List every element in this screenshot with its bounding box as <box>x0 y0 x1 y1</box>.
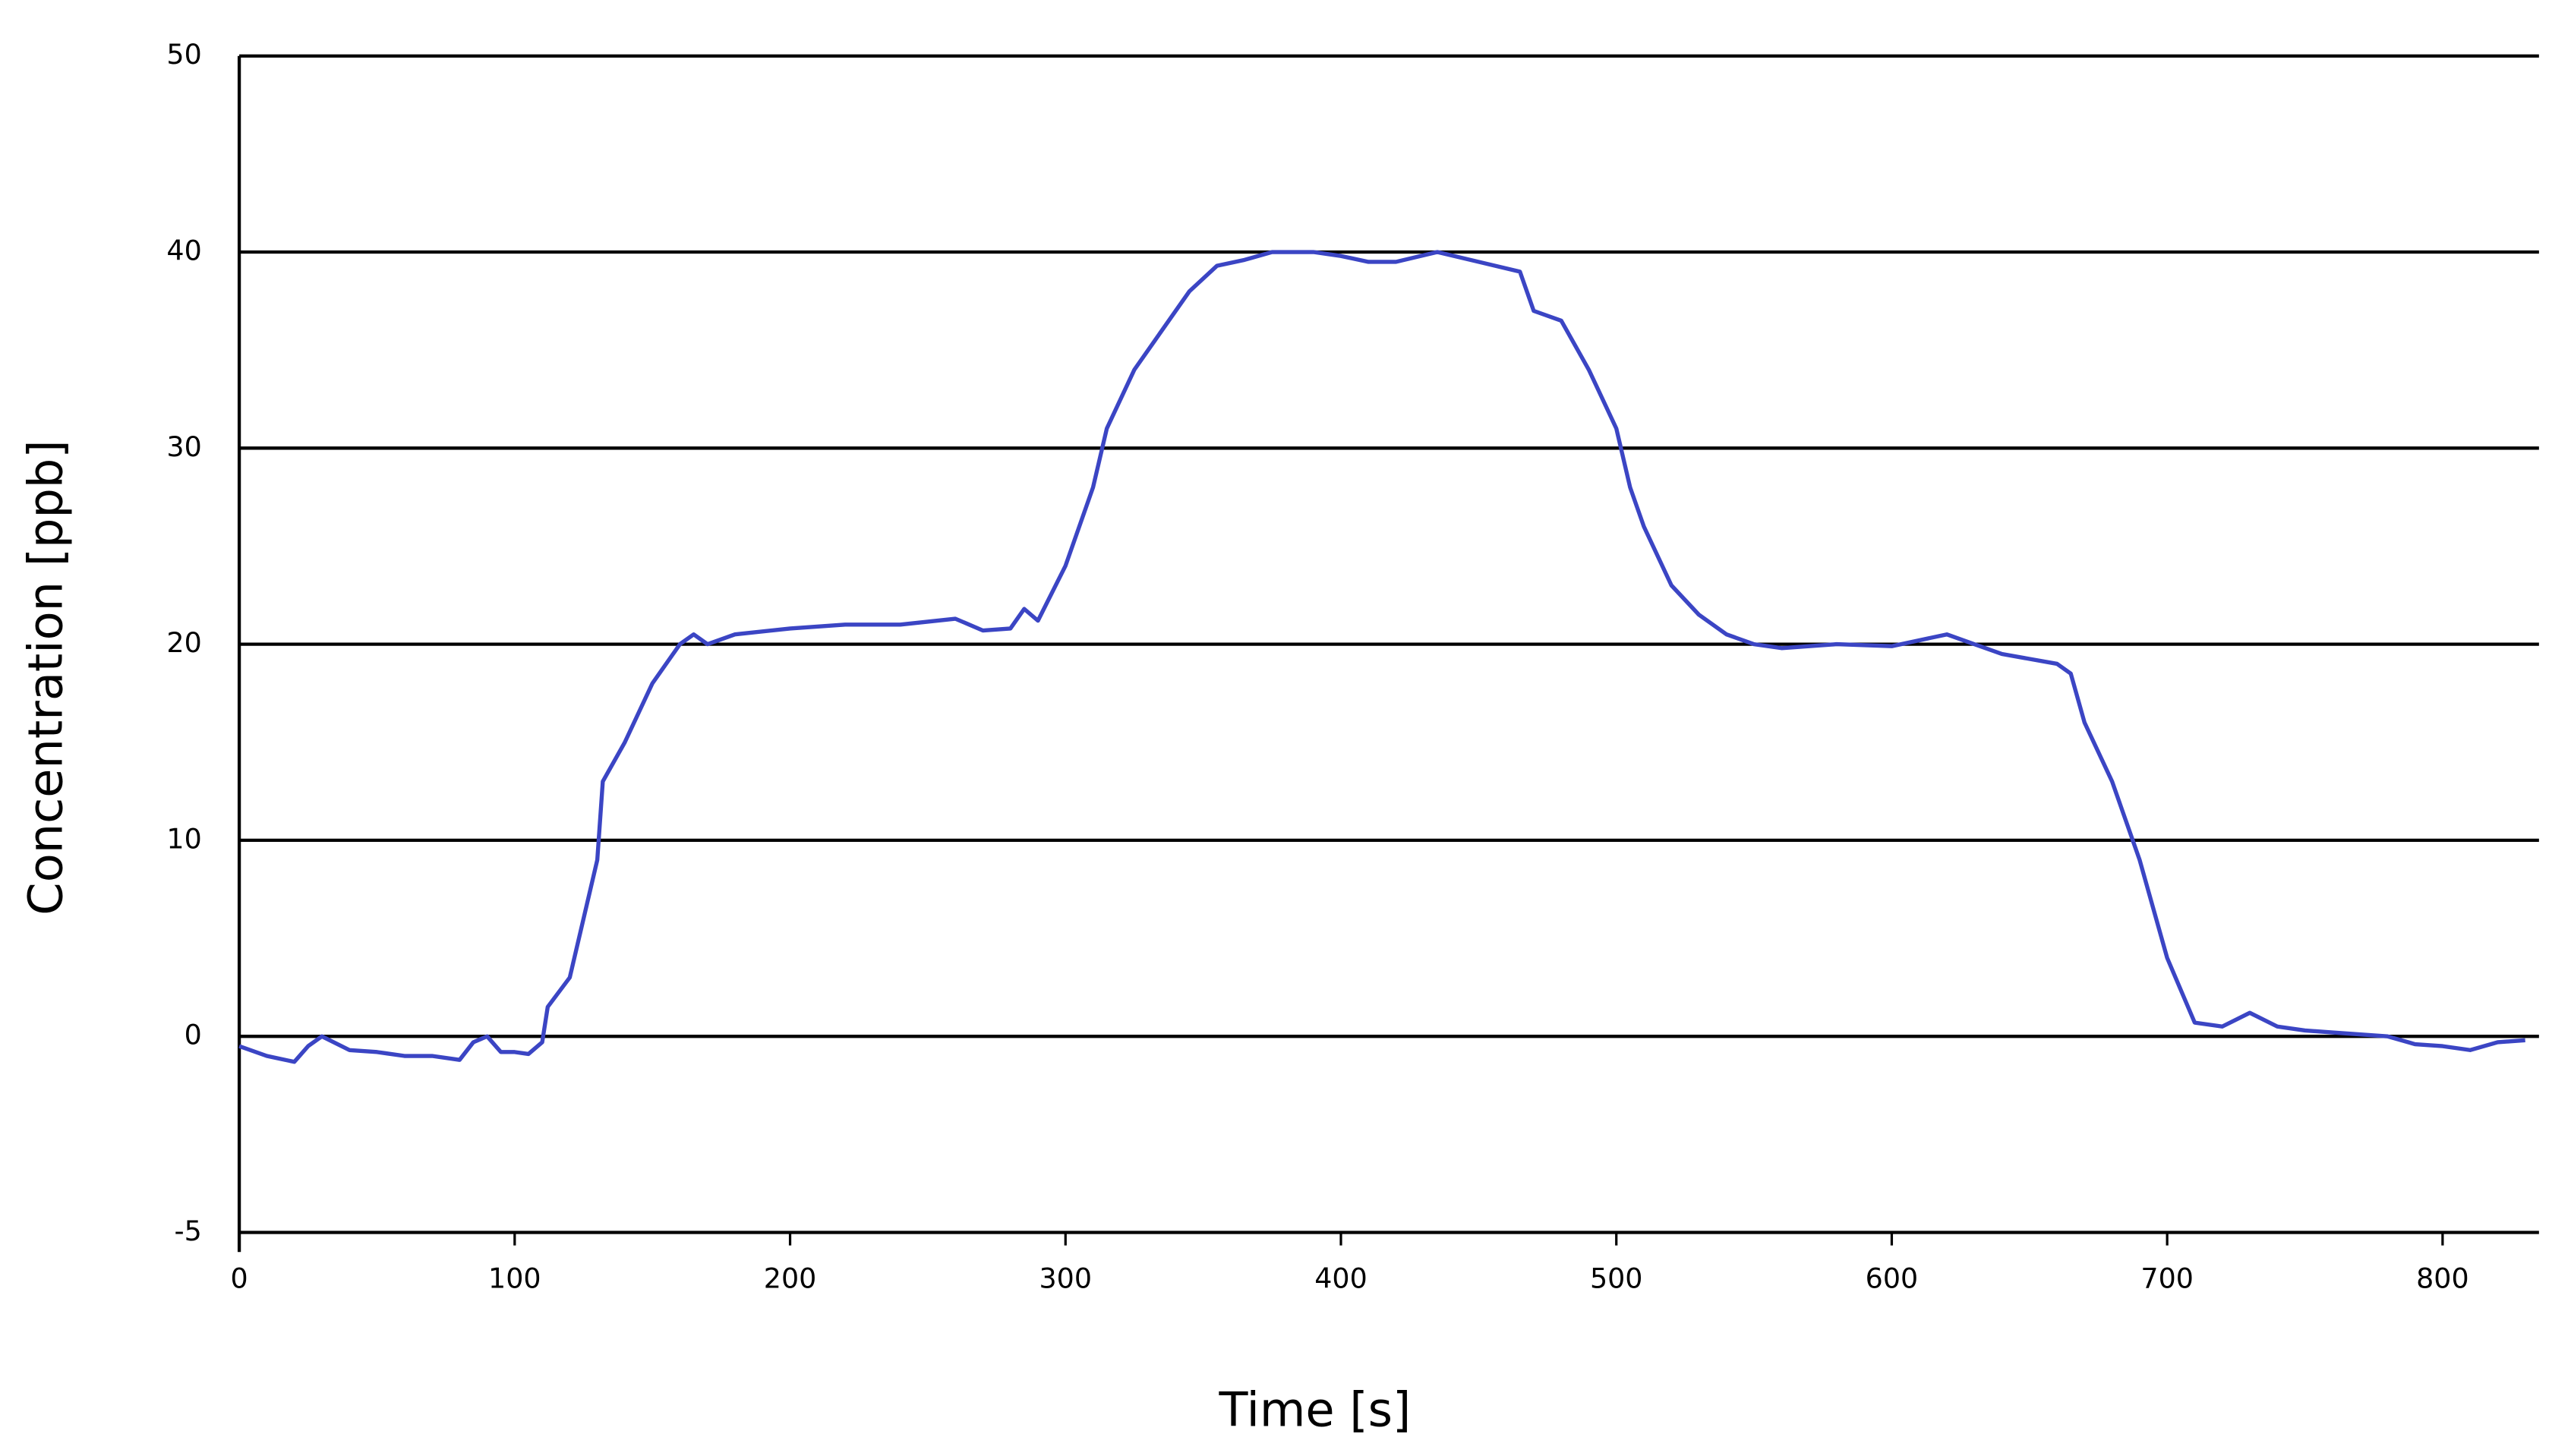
y-tick-label: -5 <box>174 1215 201 1247</box>
y-tick-label: 30 <box>166 430 201 463</box>
y-tick-label: 50 <box>166 38 201 71</box>
x-axis-title: Time [s] <box>1219 1382 1412 1438</box>
y-tick-label: 20 <box>166 626 201 659</box>
y-tick-label: 10 <box>166 822 201 855</box>
x-tick-label: 700 <box>2140 1262 2194 1294</box>
x-tick-label: 600 <box>1866 1262 1919 1294</box>
y-tick-label: 40 <box>166 235 201 267</box>
y-axis-title: Concentration [ppb] <box>17 440 73 915</box>
data-line <box>238 250 2525 1064</box>
x-tick-label: 200 <box>764 1262 817 1294</box>
x-tick-label: 500 <box>1590 1262 1643 1294</box>
x-tick-label: 300 <box>1039 1262 1093 1294</box>
x-tick-label: 0 <box>231 1262 248 1294</box>
x-tick-label: 100 <box>488 1262 541 1294</box>
x-tick-label: 400 <box>1314 1262 1367 1294</box>
x-tick-label: 800 <box>2416 1262 2469 1294</box>
y-tick-label: 0 <box>185 1019 202 1051</box>
